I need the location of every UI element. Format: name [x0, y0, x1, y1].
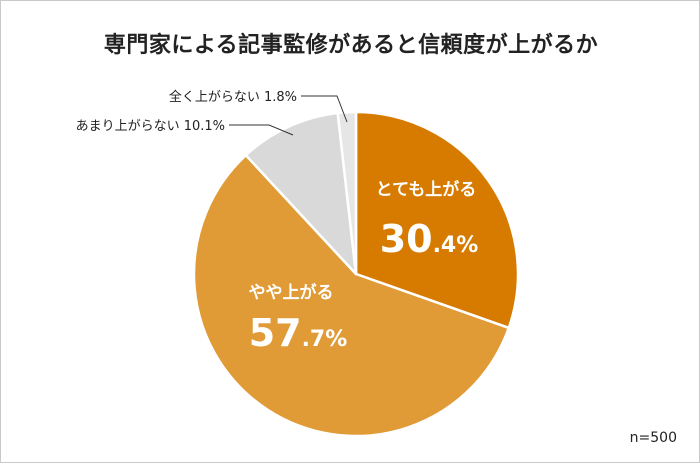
sample-size: n=500 [629, 430, 677, 446]
callout-label: あまり上がらない 10.1% [76, 119, 225, 134]
pie-slice-4 [336, 110, 358, 276]
callout-label: 全く上がらない 1.8% [169, 89, 297, 105]
leader-line [229, 124, 294, 136]
slice-category-label: とても上がる [376, 179, 477, 200]
slice-category-label: やや上がる [249, 282, 334, 303]
pie-slice-1 [354, 110, 520, 330]
chart-title: 専門家による記事監修があると信頼度が上がるか [103, 33, 599, 58]
pie-slice-2 [192, 153, 511, 438]
leader-line [301, 95, 348, 123]
slice-value-label: 30.4% [380, 217, 479, 261]
pie-slice-3 [244, 111, 358, 276]
slice-value-label: 57.7% [249, 311, 348, 355]
